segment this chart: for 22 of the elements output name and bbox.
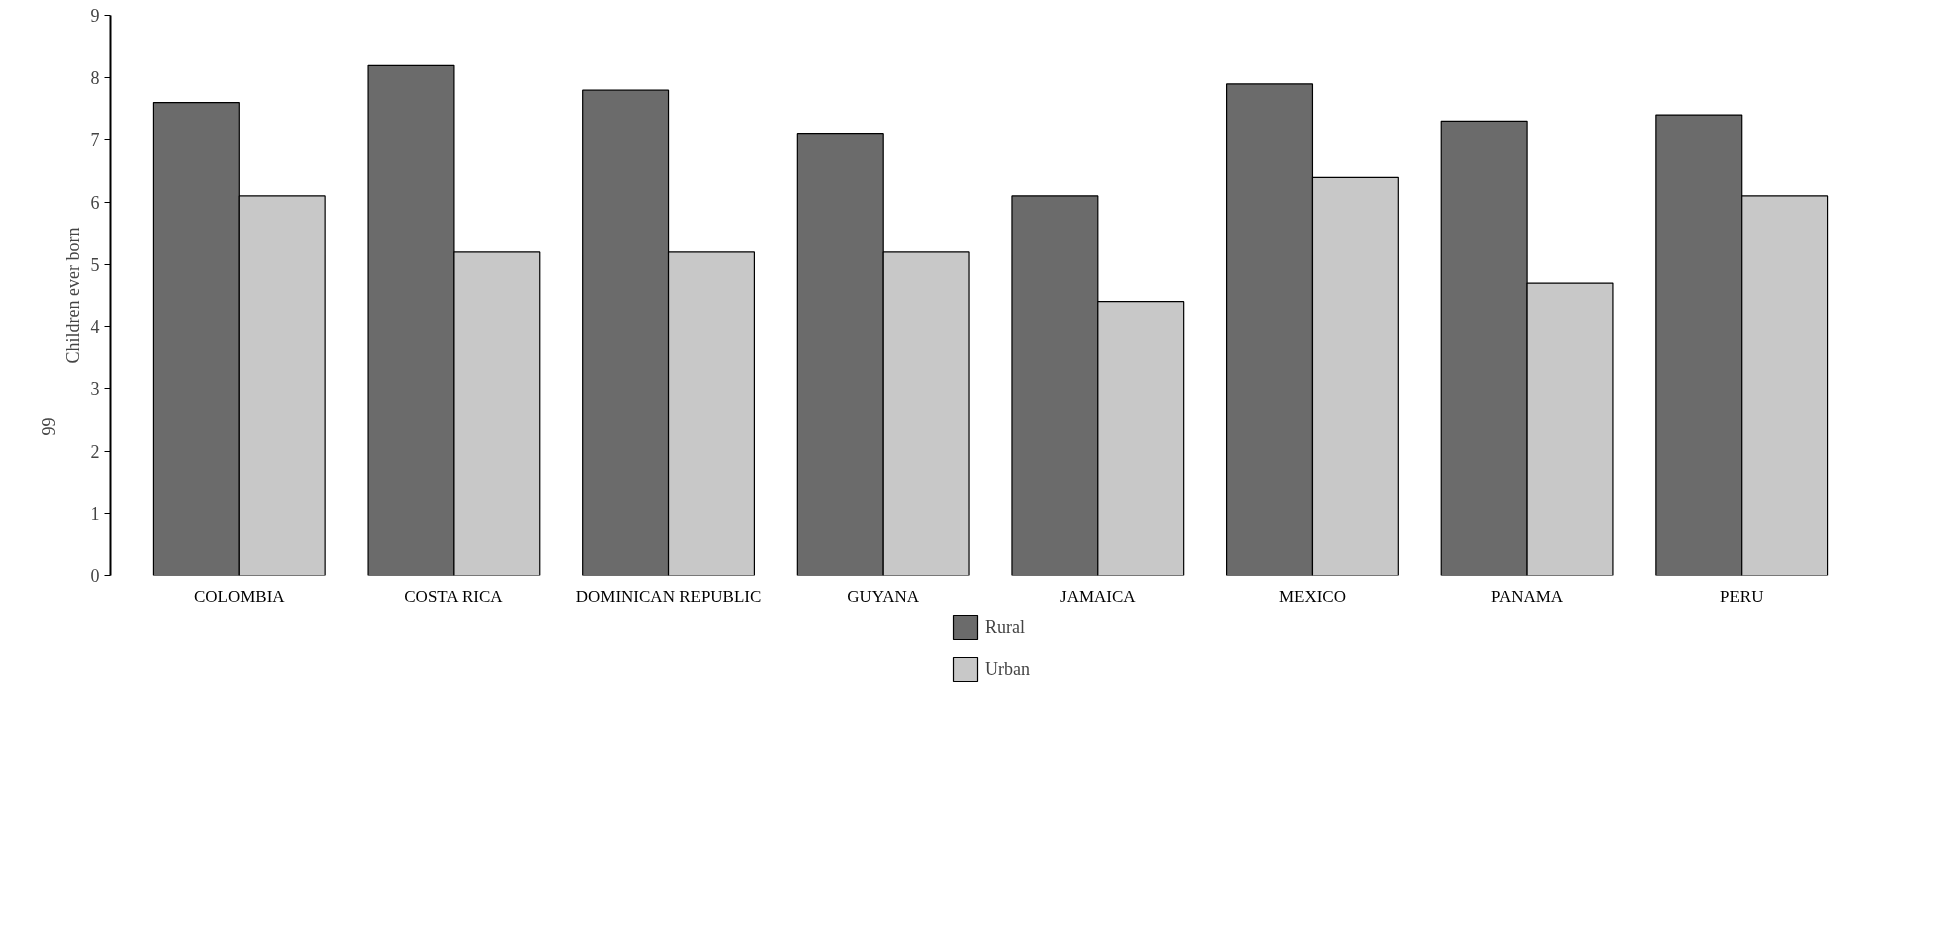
y-tick-label: 4 (90, 317, 100, 338)
y-tick-label: 1 (90, 503, 100, 524)
x-tick-label: COSTA RICA (404, 586, 504, 606)
x-tick-label: GUYANA (847, 586, 920, 606)
y-tick-label: 7 (90, 130, 100, 151)
x-tick-label: PERU (1719, 586, 1764, 606)
x-tick-label: DOMINICAN REPUBLIC (575, 586, 762, 606)
y-axis-title: Children ever born (62, 227, 83, 364)
y-tick-label: 5 (90, 254, 100, 275)
y-tick-label: 3 (90, 379, 100, 400)
legend-label: Rural (985, 616, 1026, 638)
x-tick-label: MEXICO (1278, 586, 1346, 606)
text: 99 (38, 417, 59, 436)
y-tick-label: 2 (90, 441, 100, 462)
y-tick-label: 6 (90, 192, 100, 213)
x-tick-label: COLOMBIA (193, 586, 286, 606)
y-tick-label: 8 (90, 68, 100, 89)
x-tick-label: JAMAICA (1060, 586, 1137, 606)
y-tick-label: 0 (90, 566, 100, 586)
x-tick-label: PANAMA (1491, 586, 1564, 606)
y-tick-label: 9 (90, 6, 100, 26)
legend-label: Urban (985, 658, 1030, 680)
